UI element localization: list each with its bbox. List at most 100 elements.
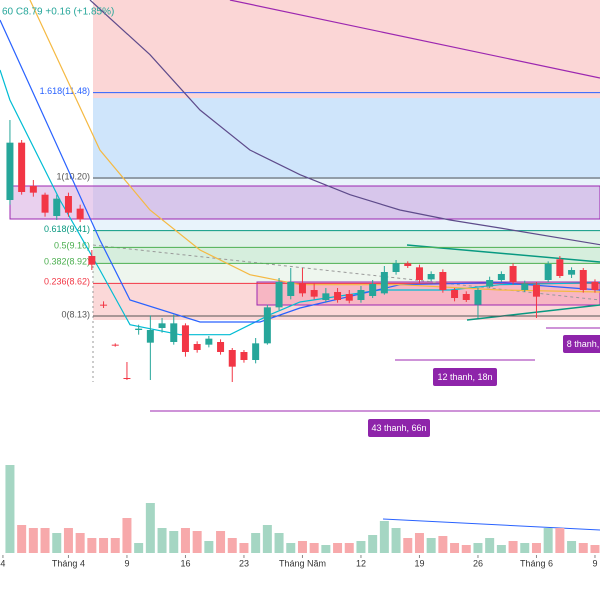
volume-bar xyxy=(204,541,214,553)
candle-body xyxy=(439,272,447,290)
candle-body xyxy=(310,290,318,297)
volume-bar xyxy=(321,545,331,553)
volume-bar xyxy=(461,545,471,553)
volume-bar xyxy=(192,531,202,553)
volume-bar xyxy=(344,543,354,553)
candle-body xyxy=(263,307,271,344)
candle-body xyxy=(76,208,84,220)
volume-bar xyxy=(567,541,577,553)
candle-body xyxy=(275,282,283,308)
candle-body xyxy=(6,142,14,200)
candle-body xyxy=(415,267,423,280)
volume-bar xyxy=(590,545,600,553)
candle-body xyxy=(591,282,599,290)
dashed-trend xyxy=(92,244,600,301)
candle-body xyxy=(579,270,587,290)
candle-body xyxy=(41,194,49,213)
x-tick-label: 23 xyxy=(239,558,249,568)
candle-body xyxy=(88,256,96,265)
x-tick-label: Tháng 4 xyxy=(52,558,85,568)
candle-body xyxy=(252,343,260,360)
volume-bar xyxy=(99,538,109,553)
candle-body xyxy=(462,294,470,300)
x-tick-label: 12 xyxy=(356,558,366,568)
candle-body xyxy=(497,274,505,280)
candle-body xyxy=(135,328,143,330)
candle-body xyxy=(18,142,26,192)
volume-bar xyxy=(52,533,62,553)
volume-bar xyxy=(239,543,249,553)
volume-bar xyxy=(403,538,413,553)
volume-bar xyxy=(17,525,27,553)
volume-bar xyxy=(274,533,284,553)
candle-body xyxy=(521,283,529,290)
volume-bar xyxy=(40,528,50,553)
volume-bar xyxy=(368,535,378,553)
fib-label: 1(10.20) xyxy=(56,171,90,181)
x-tick-label: Tháng 6 xyxy=(520,558,553,568)
candle-body xyxy=(404,263,412,266)
volume-bar xyxy=(356,541,366,553)
volume-bar xyxy=(309,543,319,553)
candle-body xyxy=(217,342,225,352)
zone-green1 xyxy=(93,231,600,247)
volume-bar xyxy=(379,521,389,553)
volume-bar xyxy=(485,538,495,553)
volume-bar xyxy=(251,533,261,553)
candle-body xyxy=(29,186,37,193)
indicator-line xyxy=(29,0,600,293)
consolidation-box xyxy=(256,281,600,306)
x-tick-label: 9 xyxy=(124,558,129,568)
triangle-lower xyxy=(466,304,600,321)
volume-bar xyxy=(450,543,460,553)
candle-body xyxy=(486,280,494,287)
volume-bar xyxy=(286,543,296,553)
ohlc-header: 60 C8.79 +0.16 (+1.85%) xyxy=(2,7,114,18)
indicator-line xyxy=(0,19,600,323)
candle-body xyxy=(100,304,108,306)
range-box xyxy=(9,185,600,220)
candle-body xyxy=(451,290,459,298)
candle-body xyxy=(123,378,131,379)
candle-body xyxy=(181,325,189,352)
zone-green3 xyxy=(93,263,600,283)
volume-bar xyxy=(391,528,401,553)
volume-bar xyxy=(333,543,343,553)
candle-body xyxy=(111,344,119,346)
indicator-line xyxy=(229,0,600,79)
fib-label: 0.236(8.62) xyxy=(44,277,90,287)
annotation-label: 12 thanh, 18n xyxy=(437,372,492,382)
candle-body xyxy=(392,263,400,272)
volume-trend xyxy=(382,518,600,531)
x-tick-label: 16 xyxy=(180,558,190,568)
volume-bar xyxy=(543,528,553,553)
annotation-label: 8 thanh, xyxy=(567,339,600,349)
volume-bar xyxy=(5,465,15,553)
zones xyxy=(9,0,600,531)
fib-label: 0.5(9.16) xyxy=(54,241,90,251)
volume-bar xyxy=(145,503,155,553)
volume-bar xyxy=(555,528,565,553)
annotation-box xyxy=(368,419,430,437)
candle-body xyxy=(193,344,201,350)
volume-bar xyxy=(169,531,179,553)
candle-body xyxy=(345,294,353,301)
volume-bar xyxy=(134,543,144,553)
candle-body xyxy=(380,272,388,294)
x-tick-label: 4 xyxy=(0,558,5,568)
candle-body xyxy=(170,323,178,342)
fib-label: 1.618(11.48) xyxy=(40,86,90,96)
x-tick-label: Tháng Năm xyxy=(279,558,326,568)
volume-bar xyxy=(63,528,73,553)
candle-body xyxy=(228,350,236,367)
indicator-line xyxy=(89,0,600,246)
candle-body xyxy=(544,264,552,280)
volume-bar xyxy=(297,541,307,553)
candle-body xyxy=(474,290,482,305)
candle-body xyxy=(158,323,166,328)
candle-body xyxy=(427,274,435,280)
volume-bar xyxy=(520,543,530,553)
volume-bar xyxy=(122,518,132,553)
